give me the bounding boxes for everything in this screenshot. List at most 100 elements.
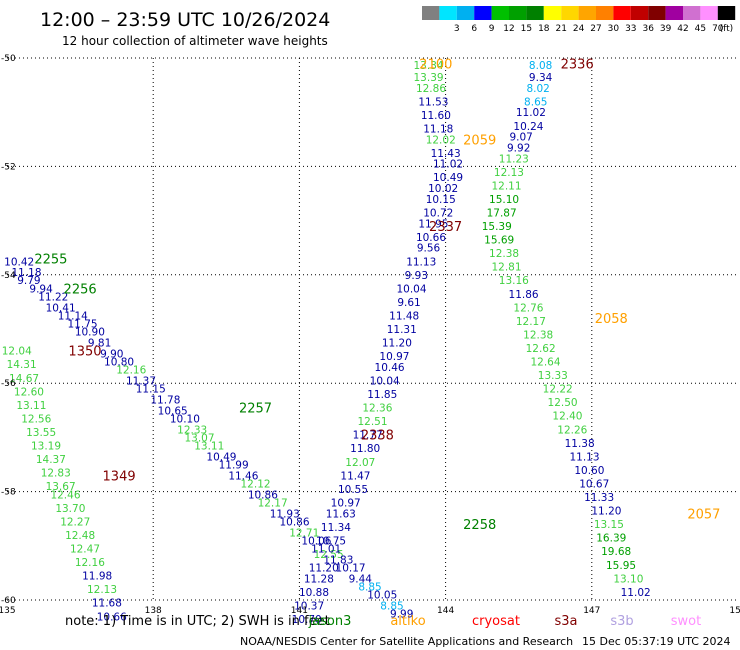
track-time-label: 1350 xyxy=(68,345,101,360)
y-tick-label: -54 xyxy=(1,271,16,281)
wave-height-point: 11.98 xyxy=(82,571,112,583)
scale-swatch xyxy=(491,6,509,20)
scale-swatch xyxy=(665,6,683,20)
wave-height-point: 15.10 xyxy=(489,194,519,206)
wave-height-point: 11.14 xyxy=(58,310,88,322)
wave-height-point: 9.44 xyxy=(349,573,373,585)
scale-swatch xyxy=(683,6,701,20)
wave-height-point: 11.75 xyxy=(68,319,98,331)
wave-height-point: 13.33 xyxy=(538,370,568,382)
wave-height-point: 13.11 xyxy=(194,441,224,453)
x-tick-label: 135 xyxy=(0,606,16,616)
wave-height-point: 10.66 xyxy=(97,611,127,623)
wave-height-point: 13.39 xyxy=(414,72,444,84)
scale-swatch xyxy=(561,6,579,20)
wave-height-point: 11.46 xyxy=(228,470,258,482)
satellite-legend-item: s3a xyxy=(554,614,577,629)
wave-height-point: 10.60 xyxy=(574,465,604,477)
wave-height-point: 19.68 xyxy=(601,546,631,558)
wave-height-point: 10.86 xyxy=(248,489,278,501)
wave-height-point: 11.02 xyxy=(516,107,546,119)
track-time-label: 2336 xyxy=(561,57,594,72)
footer-credit: NOAA/NESDIS Center for Satellite Applica… xyxy=(240,635,573,648)
wave-height-point: 11.38 xyxy=(565,438,595,450)
scale-swatch xyxy=(648,6,666,20)
track-time-label: 2258 xyxy=(463,518,496,533)
scale-tick-label: 9 xyxy=(489,24,495,34)
wave-height-point: 12.47 xyxy=(70,544,100,556)
scale-tick-label: 33 xyxy=(625,24,636,34)
wave-height-point: 8.85 xyxy=(358,581,381,593)
track-time-label: 2256 xyxy=(64,282,97,297)
wave-height-point: 9.56 xyxy=(417,243,441,255)
wave-height-point: 10.67 xyxy=(579,478,609,490)
wave-height-point: 12.51 xyxy=(357,416,387,428)
plot-grid xyxy=(7,57,738,601)
scale-tick-label: 36 xyxy=(642,24,654,34)
wave-height-point: 10.46 xyxy=(375,362,405,374)
wave-height-point: 12.83 xyxy=(41,468,71,480)
scale-swatch xyxy=(543,6,562,20)
wave-height-point: 12.40 xyxy=(552,411,582,423)
scale-tick-label: 27 xyxy=(590,24,601,34)
scale-swatch xyxy=(596,6,614,20)
color-scale-legend: 3 6 9 12 15 18 21 24 27 30 33 36 39 42 45 70(ft) xyxy=(422,6,736,34)
wave-height-point: 10.24 xyxy=(513,121,543,133)
wave-height-point: 11.28 xyxy=(304,573,334,585)
wave-height-point: 9.81 xyxy=(88,338,111,350)
x-tick-label: 138 xyxy=(145,606,162,616)
wave-height-point: 13.70 xyxy=(55,503,85,515)
wave-height-point: 10.05 xyxy=(367,590,397,602)
wave-height-point: 10.86 xyxy=(279,516,309,528)
wave-height-point: 10.97 xyxy=(331,497,361,509)
wave-height-point: 11.68 xyxy=(92,598,122,610)
wave-height-point: 12.17 xyxy=(516,316,546,328)
wave-height-point: 10.37 xyxy=(294,600,324,612)
wave-height-point: 14.37 xyxy=(36,454,66,466)
wave-height-point: 12.27 xyxy=(60,516,90,528)
wave-height-point: 9.07 xyxy=(509,132,532,144)
wave-height-point: 10.04 xyxy=(396,283,426,295)
wave-height-point: 10.06 xyxy=(301,535,331,547)
wave-height-point: 12.64 xyxy=(530,357,560,369)
wave-height-point: 10.42 xyxy=(4,256,34,268)
wave-height-point: 10.49 xyxy=(206,451,236,463)
scale-tick-label: 21 xyxy=(555,24,566,34)
wave-height-point: 11.15 xyxy=(136,384,166,396)
wave-height-point: 11.47 xyxy=(340,470,370,482)
wave-height-point: 11.78 xyxy=(150,394,180,406)
wave-height-point: 11.13 xyxy=(569,451,599,463)
satellite-legend: jason3 altiko cryosat s3a s3b swot xyxy=(308,614,702,629)
wave-height-point: 9.34 xyxy=(529,72,553,84)
satellite-legend-item: s3b xyxy=(610,614,633,629)
x-tick-label: 147 xyxy=(583,606,600,616)
wave-height-point: 13.07 xyxy=(184,432,214,444)
track-time-label: 2257 xyxy=(239,402,272,417)
wave-height-point: 10.02 xyxy=(428,183,458,195)
wave-height-point: 11.02 xyxy=(433,159,463,171)
wave-height-point: 13.10 xyxy=(613,573,643,585)
scale-tick-label: 18 xyxy=(538,24,550,34)
wave-height-point: 11.86 xyxy=(509,289,539,301)
wave-height-point: 12.38 xyxy=(523,329,553,341)
wave-height-point: 12.13 xyxy=(87,584,117,596)
wave-height-point: 10.17 xyxy=(336,562,366,574)
wave-height-point: 11.34 xyxy=(321,522,351,534)
scale-swatch xyxy=(456,6,475,20)
satellite-legend-item: cryosat xyxy=(472,614,520,629)
y-tick-label: -52 xyxy=(1,162,16,172)
wave-height-point: 8.08 xyxy=(529,60,552,72)
wave-height-point: 12.04 xyxy=(2,346,32,358)
wave-height-point: 12.55 xyxy=(314,549,344,561)
wave-height-point: 10.88 xyxy=(299,587,329,599)
track-time-label: 2338 xyxy=(361,429,394,444)
x-tick-label: 141 xyxy=(291,606,308,616)
track-time-labels: 2100 2336 2059 2337 2255 2256 1350 2058 2257 2338… xyxy=(34,57,720,533)
scale-swatch xyxy=(613,6,631,20)
wave-height-point: 11.83 xyxy=(323,554,353,566)
wave-height-point: 11.23 xyxy=(499,153,529,165)
scale-tick-label: 70 xyxy=(712,24,724,34)
scale-swatch xyxy=(474,6,492,20)
